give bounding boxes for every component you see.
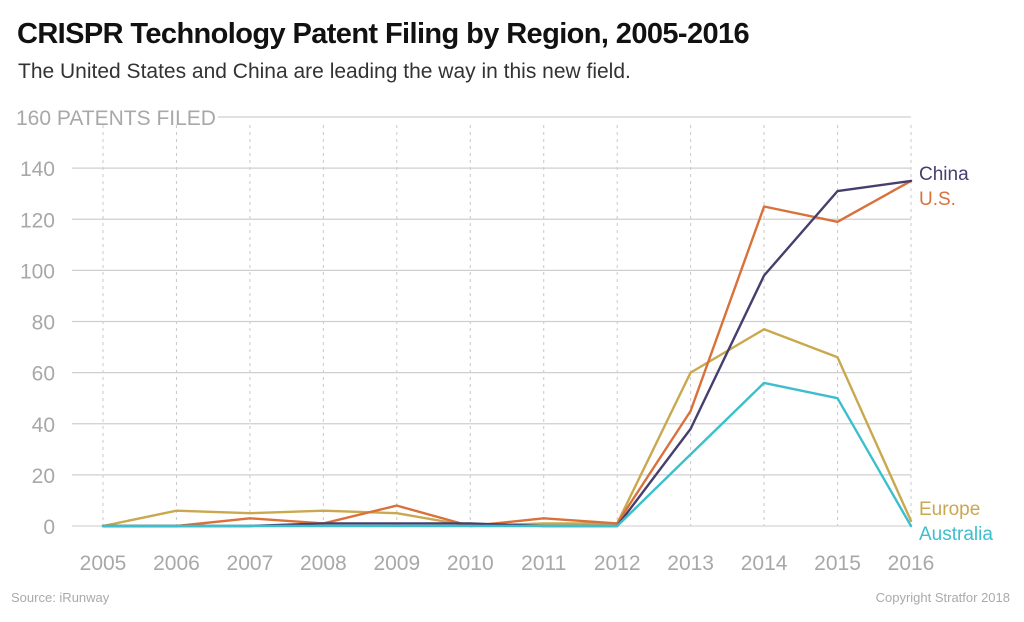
horizontal-gridlines: [72, 116, 911, 527]
copyright-note: Copyright Stratfor 2018: [875, 590, 1010, 605]
x-tick-label: 2015: [814, 552, 861, 575]
x-tick-label: 2009: [373, 552, 420, 575]
x-tick-label: 2011: [521, 552, 566, 575]
x-tick-label: 2010: [447, 552, 494, 575]
y-axis-ticks: 0 20 40 60 80 100 120 140 160 PATENTS FILED: [16, 107, 216, 539]
series-line-europe: [101, 328, 913, 528]
y-tick-label: 80: [32, 312, 55, 335]
y-tick-label: 20: [32, 465, 55, 488]
x-tick-label: 2005: [80, 552, 127, 575]
chart-title: CRISPR Technology Patent Filing by Regio…: [17, 18, 750, 50]
x-tick-label: 2014: [741, 552, 788, 575]
y-tick-label: 60: [32, 363, 55, 386]
x-tick-label: 2013: [667, 552, 714, 575]
x-tick-label: 2016: [888, 552, 935, 575]
series-line-australia: [101, 381, 913, 528]
x-tick-label: 2008: [300, 552, 347, 575]
series-line-us: [101, 179, 913, 528]
x-tick-label: 2006: [153, 552, 200, 575]
series-label-us: U.S.: [919, 189, 956, 210]
y-tick-label: 40: [32, 414, 55, 437]
y-tick-label: 160 PATENTS FILED: [16, 107, 216, 130]
y-tick-label: 0: [43, 516, 55, 539]
vertical-gridlines: [102, 125, 912, 526]
series-labels: Europe U.S. China Australia: [919, 164, 993, 545]
x-tick-label: 2012: [594, 552, 641, 575]
series-lines: [101, 179, 913, 528]
series-label-china: China: [919, 164, 969, 185]
series-label-europe: Europe: [919, 499, 980, 520]
series-label-australia: Australia: [919, 524, 993, 545]
chart-subtitle: The United States and China are leading …: [18, 60, 631, 83]
y-tick-label: 140: [20, 158, 55, 181]
y-tick-label: 120: [20, 209, 55, 232]
y-tick-label: 100: [20, 260, 55, 283]
source-note: Source: iRunway: [11, 590, 110, 605]
x-axis-ticks: 2005 2006 2007 2008 2009 2010 2011 2012 2013 2014…: [80, 552, 935, 575]
x-tick-label: 2007: [227, 552, 274, 575]
